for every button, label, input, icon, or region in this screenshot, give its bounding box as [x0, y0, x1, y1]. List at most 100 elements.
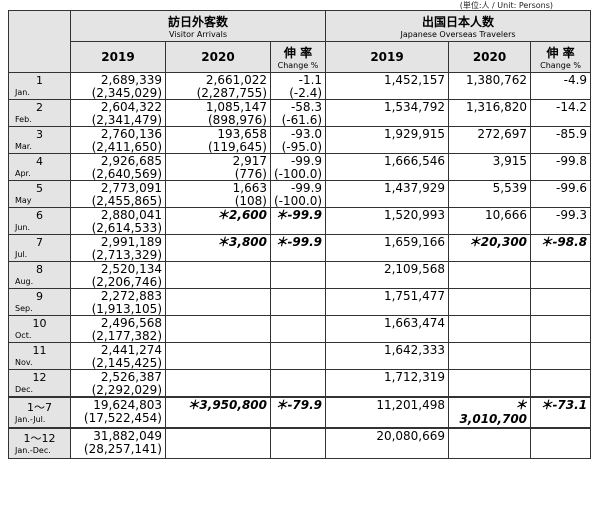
table-row: 12 Dec. 2,526,387 (2,292,029) 1,712,319 — [8, 369, 592, 398]
value: ＊3,950,800 — [187, 398, 267, 412]
column-header: 伸 率 Change % — [269, 41, 327, 73]
value-cell: ＊3,010,700 — [448, 396, 532, 429]
value-cell: -99.9 (-100.0) — [269, 153, 327, 181]
value: 2,520,134 — [100, 262, 162, 277]
value-cell: 2,272,883 (1,913,105) — [70, 288, 166, 316]
prev-year-value: (898,976) — [208, 113, 267, 127]
value: 20,080,669 — [376, 429, 446, 443]
month-label: Apr. — [15, 169, 31, 178]
prev-year-value: (-100.0) — [274, 167, 323, 181]
table-row: 7 Jul. 2,991,189 (2,713,329) ＊3,800 ＊-99.9 1,6… — [8, 234, 592, 262]
month-cell: 1～12 Jan.-Dec. — [8, 427, 71, 459]
table-row: 1～12 Jan.-Dec. 31,882,049 (28,257,141) 20,08… — [8, 427, 592, 459]
month-label: Oct. — [15, 331, 32, 340]
month-number: 9 — [36, 290, 43, 303]
value: ＊-99.9 — [275, 235, 323, 250]
prev-year-value: (17,522,454) — [83, 411, 162, 425]
value-cell: -85.9 — [530, 126, 592, 154]
column-label: 伸 率 — [283, 46, 313, 60]
value: 2,760,136 — [100, 127, 162, 142]
value: 2,880,041 — [100, 208, 162, 223]
value-cell: -99.8 — [530, 153, 592, 181]
month-label: Sep. — [15, 304, 33, 313]
value-cell: 1,642,333 — [325, 342, 450, 370]
prev-year-value: (-2.4) — [289, 86, 323, 100]
value: -99.3 — [555, 208, 588, 223]
value-cell: -58.3 (-61.6) — [269, 99, 327, 127]
month-number: 2 — [36, 101, 43, 114]
column-sublabel: Change % — [277, 61, 319, 70]
column-header: 2020 — [448, 41, 532, 73]
value-cell: 1,437,929 — [325, 180, 450, 208]
value-cell: 1,751,477 — [325, 288, 450, 316]
month-number: 12 — [32, 371, 47, 384]
value: ＊2,600 — [217, 208, 267, 223]
month-label: Feb. — [15, 115, 32, 124]
value: 1,929,915 — [383, 127, 446, 142]
value-cell: -1.1 (-2.4) — [269, 72, 327, 100]
prev-year-value: (119,645) — [208, 140, 267, 154]
month-number: 7 — [36, 236, 43, 249]
value: -99.9 — [290, 154, 323, 169]
value: 1,534,792 — [383, 100, 446, 115]
column-header: 2019 — [70, 41, 166, 73]
table-row: 6 Jun. 2,880,041 (2,614,533) ＊2,600 ＊-99.9 1,5… — [8, 207, 592, 235]
value-cell: 2,526,387 (2,292,029) — [70, 369, 166, 398]
value-cell: 1,316,820 — [448, 99, 532, 127]
prev-year-value: (2,145,425) — [91, 356, 162, 370]
column-label: 2020 — [472, 50, 507, 64]
value: 2,689,339 — [100, 73, 162, 88]
value: 31,882,049 — [93, 429, 162, 443]
month-number: 3 — [36, 128, 43, 141]
value: 2,917 — [232, 154, 267, 169]
month-cell: 11 Nov. — [8, 342, 71, 370]
table-body: 1 Jan. 2,689,339 (2,345,029) 2,661,022 (2,287… — [8, 72, 592, 459]
value: -58.3 — [290, 100, 323, 115]
value: ＊-99.9 — [275, 208, 323, 223]
unit-note: (単位:人 / Unit: Persons) — [459, 1, 553, 10]
value-cell: 2,604,322 (2,341,479) — [70, 99, 166, 127]
prev-year-value: (108) — [234, 194, 267, 208]
prev-year-value: (2,614,533) — [91, 221, 162, 235]
value-cell — [530, 315, 592, 343]
value-cell — [165, 288, 271, 316]
value: 193,658 — [217, 127, 267, 142]
value-cell: 19,624,803 (17,522,454) — [70, 396, 166, 429]
value-cell — [165, 261, 271, 289]
month-number: 1～12 — [23, 431, 56, 445]
value: 2,604,322 — [100, 100, 162, 115]
month-label: Jul. — [15, 250, 28, 259]
month-label: Dec. — [15, 385, 34, 394]
value: 5,539 — [492, 181, 528, 196]
value: 19,624,803 — [93, 398, 162, 412]
value: 1,452,157 — [383, 73, 446, 88]
month-label: Jan.-Jul. — [15, 414, 46, 424]
prev-year-value: (-100.0) — [274, 194, 323, 208]
value-cell — [448, 315, 532, 343]
value: 1,085,147 — [205, 100, 267, 115]
value-cell: 1,520,993 — [325, 207, 450, 235]
prev-year-value: (1,913,105) — [91, 302, 162, 316]
value-cell: 2,760,136 (2,411,650) — [70, 126, 166, 154]
value-cell — [269, 315, 327, 343]
month-cell: 10 Oct. — [8, 315, 71, 343]
value-cell — [269, 427, 327, 459]
table-row: 5 May 2,773,091 (2,455,865) 1,663 (108) -99.9(… — [8, 180, 592, 208]
table-row: 3 Mar. 2,760,136 (2,411,650) 193,658 (119,645… — [8, 126, 592, 154]
value-cell: ＊-79.9 — [269, 396, 327, 429]
outbound-title: 出国日本人数 — [422, 15, 495, 29]
table-row: 1 Jan. 2,689,339 (2,345,029) 2,661,022 (2,287… — [8, 72, 592, 100]
value-cell: 2,496,568 (2,177,382) — [70, 315, 166, 343]
value-cell — [530, 369, 592, 398]
value: ＊-79.9 — [275, 398, 323, 412]
value-cell: 193,658 (119,645) — [165, 126, 271, 154]
table-row: 11 Nov. 2,441,274 (2,145,425) 1,642,333 — [8, 342, 592, 370]
prev-year-value: (776) — [234, 167, 267, 181]
prev-year-value: (-95.0) — [281, 140, 323, 154]
value-cell: ＊3,800 — [165, 234, 271, 262]
value: 2,272,883 — [100, 289, 162, 304]
month-number: 8 — [36, 263, 43, 276]
prev-year-value: (2,292,029) — [91, 383, 162, 397]
value-cell — [269, 342, 327, 370]
value-cell — [530, 261, 592, 289]
